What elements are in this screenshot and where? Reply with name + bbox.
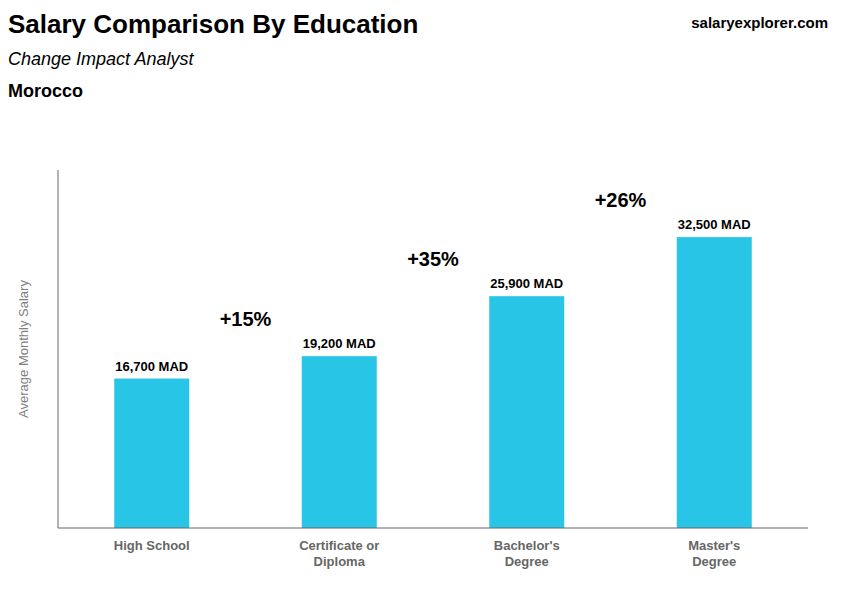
- svg-text:19,200 MAD: 19,200 MAD: [303, 336, 376, 351]
- svg-text:Master'sDegree: Master'sDegree: [688, 538, 740, 569]
- svg-text:High School: High School: [114, 538, 190, 553]
- svg-text:+35%: +35%: [407, 248, 459, 270]
- svg-text:25,900 MAD: 25,900 MAD: [490, 276, 563, 291]
- svg-text:Certificate orDiploma: Certificate orDiploma: [299, 538, 379, 569]
- svg-text:+26%: +26%: [595, 189, 647, 211]
- html-text:salaryexplorer.com: salaryexplorer.com: [691, 14, 828, 31]
- svg-text:32,500 MAD: 32,500 MAD: [678, 217, 751, 232]
- svg-text:+15%: +15%: [220, 308, 272, 330]
- html-text:Salary Comparison By Education: Salary Comparison By Education: [8, 9, 419, 39]
- svg-text:Bachelor'sDegree: Bachelor'sDegree: [494, 538, 560, 569]
- html-text:Change Impact Analyst: Change Impact Analyst: [8, 49, 194, 69]
- svg-text:16,700 MAD: 16,700 MAD: [115, 359, 188, 374]
- html-text:Morocco: Morocco: [8, 81, 83, 101]
- svg-text:Average Monthly Salary: Average Monthly Salary: [16, 280, 31, 418]
